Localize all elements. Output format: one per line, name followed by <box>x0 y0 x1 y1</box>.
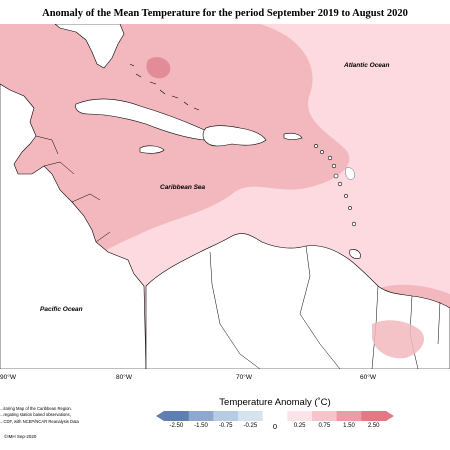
land-trinidad <box>349 249 361 259</box>
lon-tick-90w: 90°W <box>0 374 16 381</box>
legend-tick-label: 0 <box>272 422 278 431</box>
legend-swatch <box>238 411 264 421</box>
anomaly-region-hot-bahamas <box>146 57 171 79</box>
lon-tick-70w: 70°W <box>236 374 252 381</box>
anomaly-region-warm <box>0 24 350 274</box>
legend-tick-label: -1.50 <box>194 423 208 429</box>
label-pacific-ocean: Pacific Ocean <box>40 306 83 313</box>
credit-text: ...itoring Map of the Caribbean Region. … <box>0 406 120 425</box>
land-central-america <box>0 83 147 369</box>
legend-tick-label: -2.50 <box>169 423 184 429</box>
legend-tick-label: -0.75 <box>218 423 233 429</box>
lon-tick-60w: 60°W <box>360 374 376 381</box>
land-jamaica <box>139 145 165 154</box>
land-hispaniola <box>202 125 267 147</box>
label-atlantic-ocean: Atlantic Ocean <box>344 62 390 69</box>
credit-line-3: ...CDF, with NCEP/NCAR Reanalysis Data <box>0 418 79 424</box>
legend-tick-label: 2.50 <box>367 423 380 429</box>
land-florida <box>54 24 125 69</box>
legend-arrow-high <box>386 411 394 421</box>
legend-tick-label: 1.50 <box>343 423 355 429</box>
legend-swatch <box>262 411 288 421</box>
anomaly-region-warm-south <box>372 320 425 359</box>
legend-swatch <box>361 411 387 421</box>
legend-swatch <box>312 411 338 421</box>
land-puerto-rico <box>283 132 303 140</box>
credit-line-2: ...regating station based observations, <box>0 412 71 418</box>
legend-swatch <box>188 411 214 421</box>
map-title: Anomaly of the Mean Temperature for the … <box>42 8 408 19</box>
legend-swatch <box>336 411 362 421</box>
anomaly-map <box>0 24 450 369</box>
legend-tick-label: 0.75 <box>318 423 331 429</box>
map-area <box>0 24 450 369</box>
anomaly-region-hot-antilles <box>345 167 355 180</box>
country-borders <box>35 135 441 369</box>
land-cuba <box>75 98 210 141</box>
legend-title: Temperature Anomaly (˚C) <box>219 397 331 408</box>
label-caribbean-sea: Caribbean Sea <box>160 184 206 191</box>
legend-swatch <box>213 411 239 421</box>
lon-tick-80w: 80°W <box>116 374 132 381</box>
legend-swatch <box>287 411 313 421</box>
copyright: ©IMH Sep-2020 <box>4 434 37 439</box>
credit-line-1: ...itoring Map of the Caribbean Region. <box>0 406 72 411</box>
legend-swatch <box>164 411 190 421</box>
land-lesser-antilles <box>314 144 357 227</box>
legend-tick-label: -0.25 <box>243 423 258 429</box>
legend-arrow-low <box>156 411 164 421</box>
legend-tick-label: 0.25 <box>293 423 306 429</box>
land-bahamas <box>129 63 200 111</box>
